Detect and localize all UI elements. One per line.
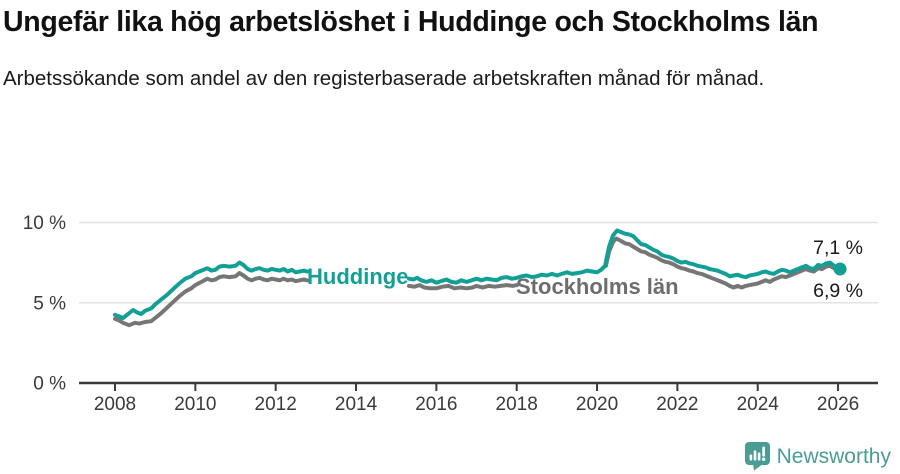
series-line-Stockholms län bbox=[603, 236, 843, 290]
x-axis-tick-label: 2022 bbox=[656, 394, 698, 415]
x-axis-tick-label: 2014 bbox=[335, 394, 378, 415]
footer-brand: Newsworthy bbox=[744, 442, 891, 471]
newsworthy-logo-text: Newsworthy bbox=[776, 444, 891, 468]
x-axis-tick-label: 2016 bbox=[415, 394, 457, 415]
series-label: Stockholms län bbox=[516, 274, 679, 299]
y-axis-tick-label: 5 % bbox=[33, 293, 66, 314]
x-axis-tick-label: 2020 bbox=[576, 394, 618, 415]
y-axis-tick-label: 10 % bbox=[23, 213, 66, 234]
series-line-Huddinge bbox=[407, 228, 843, 285]
x-axis-tick-label: 2010 bbox=[174, 394, 216, 415]
newsworthy-logo-icon bbox=[744, 442, 770, 471]
series-end-value-label: 6,9 % bbox=[813, 280, 863, 302]
x-axis-tick-label: 2018 bbox=[496, 394, 538, 415]
x-axis-tick-label: 2026 bbox=[817, 394, 859, 415]
x-axis-tick-label: 2024 bbox=[737, 394, 780, 415]
series-label: Huddinge bbox=[307, 264, 408, 289]
series-end-value-label: 7,1 % bbox=[813, 237, 863, 259]
series-line-Stockholms län bbox=[407, 283, 519, 291]
series-end-dot bbox=[833, 262, 847, 276]
series-line-Stockholms län bbox=[113, 271, 309, 328]
chart-header: Ungefär lika hög arbetslöshet i Huddinge… bbox=[0, 0, 900, 93]
chart-subtitle: Arbetssökande som andel av den registerb… bbox=[3, 66, 765, 90]
chart-title: Ungefär lika hög arbetslöshet i Huddinge… bbox=[3, 6, 819, 38]
series-line-Huddinge bbox=[113, 260, 309, 320]
x-axis-tick-label: 2008 bbox=[94, 394, 136, 415]
x-axis-tick-label: 2012 bbox=[255, 394, 297, 415]
y-axis-tick-label: 0 % bbox=[33, 374, 66, 395]
